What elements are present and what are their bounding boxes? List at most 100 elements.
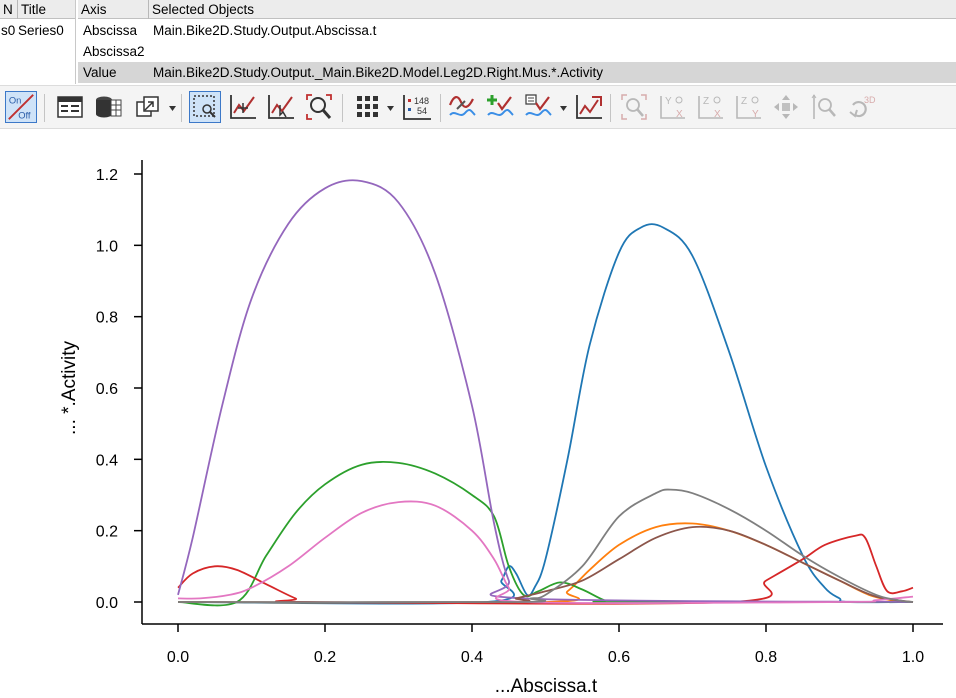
number-bottom: 54 [417,106,427,116]
view-zy-button[interactable]: Z Y [732,91,764,123]
y-tick-label: 0.8 [96,310,118,327]
axis-table-header: Axis Selected Objects [78,0,956,19]
series-line-0[interactable] [177,223,914,605]
view-yx-icon: Y X [660,96,685,120]
rotate-3d-label: 3D [864,95,876,105]
chevron-down-icon[interactable] [387,105,394,112]
curve-style-button[interactable] [446,91,478,123]
on-label: On [9,95,22,105]
x-tick-label: 0.6 [608,649,630,666]
export-curve-button[interactable] [573,91,605,123]
database-icon [96,96,122,118]
toolbar-separator [342,94,343,122]
selection-tables: N Title s0 Series0 Axis Selected Objects… [0,0,956,84]
svg-text:Z: Z [741,96,747,107]
svg-text:Z: Z [703,96,709,107]
toolbar-separator [44,94,45,122]
table-view-icon [57,96,83,118]
series-number[interactable]: s0 [1,23,16,38]
on-off-toggle-button[interactable]: On Off [5,91,37,123]
column-header-title[interactable]: Title [21,2,47,17]
view-zx-button[interactable]: Z X [694,91,726,123]
view-zx-icon: Z X [698,96,723,120]
axis-name-value[interactable]: Value [83,65,117,80]
series-line-7[interactable] [177,488,914,604]
series-line-4[interactable] [177,179,914,603]
number-display-button[interactable]: 148 54 [401,91,433,123]
curves[interactable] [177,179,914,607]
y-tick-label: 1.0 [96,238,118,255]
y-axis-title: ... *.Activity [59,341,80,435]
grid-icon [357,96,378,117]
off-label: Off [18,110,31,120]
view-yx-button[interactable]: Y X [656,91,688,123]
axis-name-abscissa2[interactable]: Abscissa2 [83,44,145,59]
export-window-button[interactable] [132,91,164,123]
axis-object-abscissa2[interactable] [149,41,153,62]
svg-text:Y: Y [665,96,672,107]
axis-object-abscissa[interactable]: Main.Bike2D.Study.Output.Abscissa.t [153,23,377,38]
chevron-down-icon[interactable] [560,105,567,112]
zoom-box-icon [193,95,216,118]
y-tick-label: 1.2 [96,167,118,184]
svg-text:X: X [714,109,721,120]
column-header-axis[interactable]: Axis [78,0,149,19]
rotate-3d-icon: 3D [849,95,876,118]
view-zy-icon: Z Y [736,96,761,120]
pan-icon [230,95,256,119]
select-curve-button[interactable] [265,91,297,123]
x-tick-label: 0.4 [461,649,483,666]
x-tick-label: 0.8 [755,649,777,666]
on-off-toggle-icon: On Off [8,94,34,120]
zoom-box-button[interactable] [189,91,221,123]
x-axis-title: ...Abscissa.t [495,676,598,697]
zoom-fit-icon [621,94,647,120]
y-tick-label: 0.4 [96,452,118,469]
column-header-selected-objects[interactable]: Selected Objects [152,2,255,17]
chevron-down-icon[interactable] [169,105,176,112]
move-button[interactable] [770,91,802,123]
curve-options-button[interactable] [522,91,554,123]
series-line-2[interactable] [177,460,914,607]
series-line-6[interactable] [177,500,914,605]
zoom-button[interactable] [303,91,335,123]
grid-button[interactable] [352,91,384,123]
series-table: N Title s0 Series0 [0,0,76,84]
zoom-axis-button[interactable] [808,91,840,123]
x-tick-label: 1.0 [902,649,924,666]
line-chart[interactable]: 0.00.20.40.60.81.01.20.0 0.2 0.4 0.6 0.8 1.0 … [0,130,956,698]
y-tick-label: 0.0 [96,595,118,612]
number-top: 148 [414,96,429,106]
series-table-header: N Title [0,0,75,19]
number-display-icon: 148 54 [403,95,431,120]
add-curve-button[interactable] [484,91,516,123]
toolbar-separator [440,94,441,122]
select-curve-icon [268,95,294,119]
zoom-axis-icon [811,94,836,119]
toolbar-separator [610,94,611,122]
table-view-button[interactable] [54,91,86,123]
zoom-icon [306,94,332,120]
x-tick-label: 0.0 [167,649,189,666]
curve-options-icon [525,94,552,116]
x-tick-label: 0.2 [314,649,336,666]
axis-table: Axis Selected Objects Abscissa Main.Bike… [78,0,956,84]
add-curve-icon [487,95,514,116]
y-tick-label: 0.2 [96,524,118,541]
pan-button[interactable] [227,91,259,123]
export-window-icon [136,96,159,117]
series-line-3[interactable] [177,533,914,605]
chart-toolbar: On Off [0,85,956,129]
column-header-n[interactable]: N [0,0,18,19]
series-title[interactable]: Series0 [18,23,64,38]
axis-name-abscissa[interactable]: Abscissa [83,23,138,38]
zoom-fit-button[interactable] [618,91,650,123]
chart-area[interactable]: 0.0 0.2 0.4 0.6 0.8 1.0 1.2 0.0 0.2 0.4 0.6 0.8 1.0 … [0,130,956,698]
y-tick-label: 0.6 [96,381,118,398]
data-manager-button[interactable] [92,91,124,123]
svg-text:Y: Y [752,109,759,120]
series-line-5[interactable] [177,525,914,604]
export-curve-icon [576,95,602,119]
axis-object-value[interactable]: Main.Bike2D.Study.Output._Main.Bike2D.Mo… [153,65,603,80]
rotate-3d-button[interactable]: 3D [846,91,878,123]
